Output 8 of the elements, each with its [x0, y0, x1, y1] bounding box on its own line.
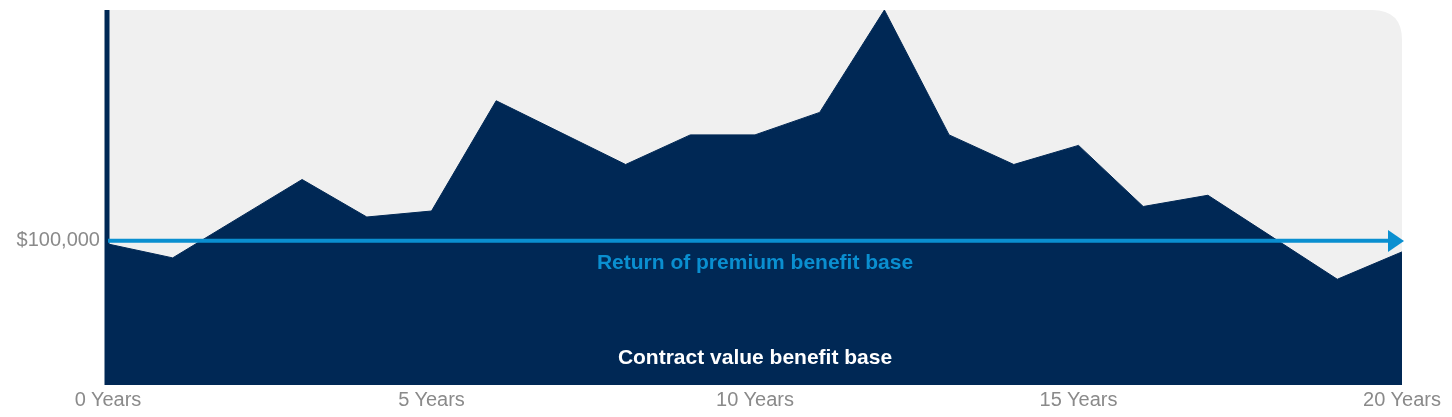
x-tick-label: 15 Years	[1039, 387, 1118, 410]
x-tick-label: 5 Years	[398, 387, 465, 410]
x-tick-label: 0 Years	[74, 387, 142, 410]
ref-line-label: Return of premium benefit base	[596, 249, 914, 273]
x-tick-label: 10 Years	[716, 387, 794, 410]
text: $100,000	[16, 228, 100, 251]
annotation: Contract value benefit base	[617, 345, 893, 369]
x-tick-label: 20 Years	[1363, 387, 1441, 410]
